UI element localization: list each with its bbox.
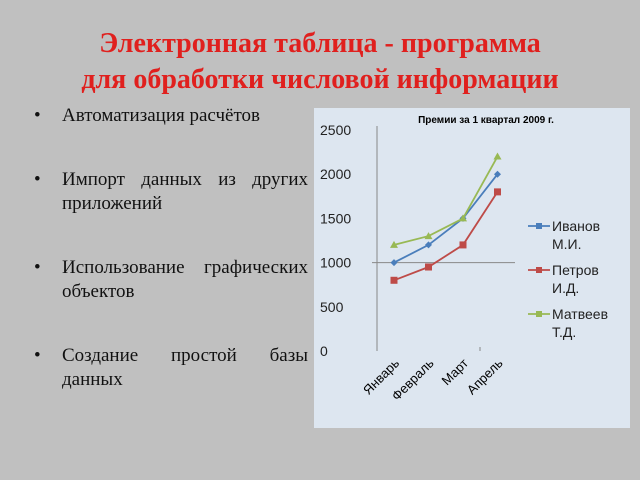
y-tick-label: 0 bbox=[320, 343, 328, 359]
y-tick-label: 500 bbox=[320, 299, 344, 315]
y-tick-label: 2000 bbox=[320, 166, 351, 182]
data-point bbox=[425, 263, 432, 271]
chart-title: Премии за 1 квартал 2009 г. bbox=[418, 115, 554, 126]
data-point bbox=[459, 214, 467, 222]
data-point bbox=[425, 241, 432, 249]
legend-label: Матвеев bbox=[552, 306, 608, 322]
legend-label: М.И. bbox=[552, 236, 582, 252]
data-point bbox=[459, 241, 467, 249]
y-tick-label: 1000 bbox=[320, 255, 351, 271]
slide-title: Электронная таблица - программа для обра… bbox=[0, 26, 640, 98]
data-point bbox=[390, 259, 398, 267]
title-line: Электронная таблица - программа bbox=[99, 28, 541, 59]
data-point bbox=[494, 170, 501, 178]
legend-label: Т.Д. bbox=[552, 324, 576, 340]
data-point bbox=[390, 240, 398, 248]
title-line: для обработки числовой информации bbox=[81, 64, 559, 95]
y-tick-label: 2500 bbox=[320, 122, 351, 138]
x-tick-label: Апрель bbox=[464, 355, 506, 397]
bullet-item: Автоматизация расчётов bbox=[34, 104, 308, 128]
series-line bbox=[393, 173, 499, 264]
data-point bbox=[424, 232, 433, 240]
data-point bbox=[390, 276, 398, 284]
bullet-item: Использование графических объектов bbox=[34, 256, 308, 304]
series-line bbox=[393, 156, 499, 246]
line-chart: Премии за 1 квартал 2009 г. 0 500 1000 1500… bbox=[314, 108, 630, 428]
legend-label: Иванов bbox=[552, 218, 600, 234]
legend-marker bbox=[536, 311, 542, 317]
legend-marker bbox=[536, 223, 542, 229]
legend-label: Петров bbox=[552, 262, 599, 278]
data-point bbox=[494, 188, 501, 196]
bullet-item: Создание простой базы данных bbox=[34, 344, 308, 392]
y-tick-label: 1500 bbox=[320, 210, 351, 226]
bullet-list: Автоматизация расчётов Импорт данных из … bbox=[34, 104, 308, 432]
legend-marker bbox=[536, 267, 542, 273]
bullet-item: Импорт данных из других приложений bbox=[34, 168, 308, 216]
legend-label: И.Д. bbox=[552, 280, 579, 296]
chart-svg: Премии за 1 квартал 2009 г. 0 500 1000 1500… bbox=[320, 115, 608, 403]
series-line bbox=[393, 191, 499, 282]
data-point bbox=[493, 152, 502, 160]
